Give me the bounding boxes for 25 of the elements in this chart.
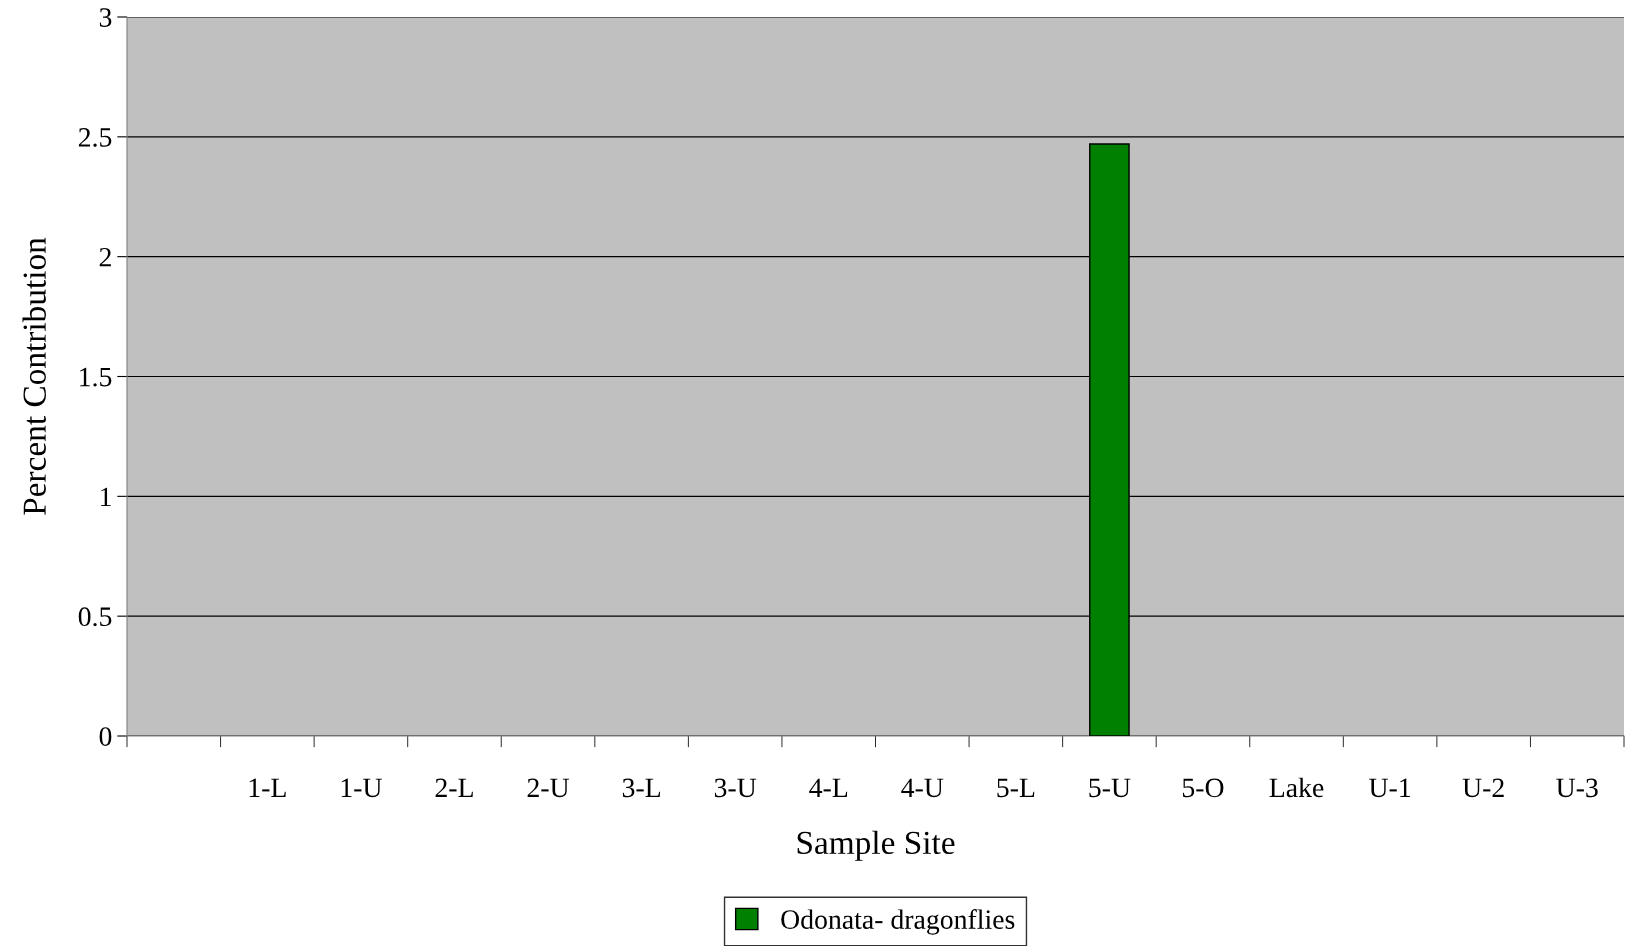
x-tick-label: 4-U — [901, 778, 944, 798]
y-tick-label: 0 — [99, 727, 112, 746]
y-tick-label: 1 — [100, 487, 111, 506]
y-tick-label: 2 — [99, 247, 111, 267]
y-tick-label: 0.5 — [78, 607, 112, 627]
y-tick-label: 3 — [99, 8, 112, 27]
y-axis-title: Percent Contribution — [22, 237, 46, 515]
x-tick-label: 1-U — [341, 778, 382, 798]
x-tick-label: 5-U — [1089, 778, 1131, 798]
x-tick-label: 3-L — [622, 778, 660, 798]
x-tick-label: U-2 — [1462, 778, 1504, 798]
x-tick-label: U-3 — [1556, 778, 1598, 798]
x-axis-title: Sample Site — [797, 830, 955, 861]
x-tick-label: Lake — [1269, 777, 1324, 798]
x-tick-label: 3-U — [714, 778, 757, 798]
x-tick-label: U-1 — [1369, 778, 1411, 798]
y-tick-label: 1.5 — [80, 367, 112, 387]
x-tick-label: 5-O — [1182, 778, 1224, 798]
x-tick-label: 2-U — [527, 778, 570, 798]
x-tick-label: 5-L — [997, 778, 1035, 798]
x-tick-label: 2-L — [435, 778, 473, 797]
x-tick-label: 1-L — [249, 778, 286, 797]
y-tick-label: 2.5 — [78, 128, 112, 147]
legend-label: Odonata- dragonflies — [781, 909, 1015, 935]
x-tick-label: 4-L — [809, 778, 848, 797]
